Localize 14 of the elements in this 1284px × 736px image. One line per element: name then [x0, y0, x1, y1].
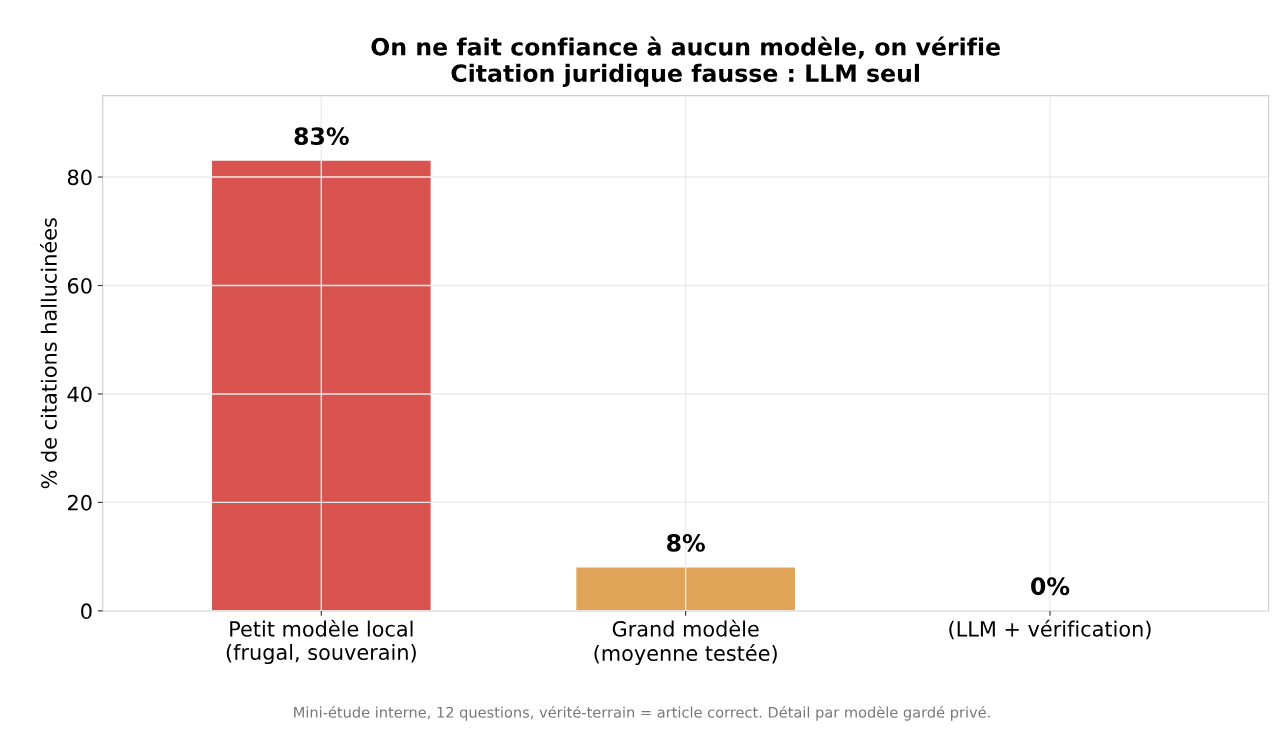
- data-label: 83%: [294, 127, 349, 146]
- chart-title: On ne fait confiance à aucun modèle, on vérifie Citation juridique fausse : LLM seul: [371, 36, 1000, 87]
- y-tick-label: 60: [67, 277, 92, 294]
- text: Mini-étude interne, 12 questions, vérité-terrain = article correct. Détail par modèle gardé privé.: [294, 705, 990, 721]
- y-tick-label: 80: [67, 169, 92, 186]
- y-tick-label: 20: [68, 494, 92, 511]
- y-tick-label: 0: [81, 603, 92, 620]
- x-tick-label: Petit modèle local (frugal, souverain): [226, 619, 416, 665]
- y-tick-label: 40: [67, 386, 92, 403]
- x-tick-label: (LLM + vérification): [949, 619, 1151, 640]
- y-axis-title: % de citations hallucinées: [39, 218, 57, 489]
- data-label: 8%: [667, 533, 705, 552]
- x-tick-label: Grand modèle (moyenne testée): [594, 619, 777, 666]
- data-label: 0%: [1031, 577, 1070, 596]
